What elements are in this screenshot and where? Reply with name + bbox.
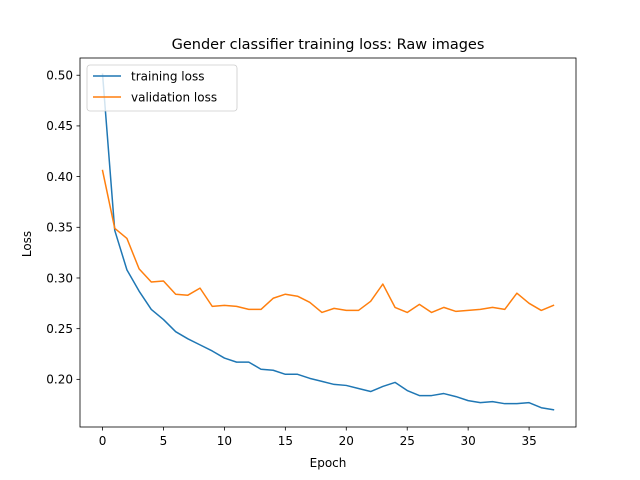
y-tick-label: 0.35 — [46, 221, 73, 235]
x-axis-label: Epoch — [310, 456, 347, 470]
y-axis-label: Loss — [20, 231, 34, 257]
x-tick-label: 5 — [160, 434, 168, 448]
y-tick-label: 0.20 — [46, 373, 73, 387]
x-tick-label: 0 — [99, 434, 107, 448]
axes-frame — [79, 57, 577, 428]
x-tick-label: 25 — [400, 434, 415, 448]
chart-title: Gender classifier training loss: Raw ima… — [172, 37, 485, 53]
x-tick-label: 10 — [217, 434, 232, 448]
series-line-training-loss — [101, 73, 555, 411]
y-tick-label: 0.50 — [46, 69, 73, 83]
legend-label: training loss — [131, 69, 204, 83]
x-tick-label: 30 — [461, 434, 476, 448]
x-tick-label: 15 — [278, 434, 293, 448]
y-tick-label: 0.30 — [46, 271, 73, 285]
y-tick-label: 0.25 — [46, 322, 73, 336]
y-tick-label: 0.45 — [46, 119, 73, 133]
x-tick-label: 35 — [521, 434, 536, 448]
series-line-validation-loss — [101, 169, 555, 314]
legend: training loss validation loss — [86, 64, 238, 112]
plot-area: 0 5 10 15 20 25 30 35 0.20 0.25 0.30 0.35 0.40 0.45 0.… — [46, 57, 577, 448]
legend-label: validation loss — [131, 90, 217, 104]
x-tick-label: 20 — [339, 434, 354, 448]
y-tick-label: 0.40 — [46, 170, 73, 184]
legend-box — [86, 64, 238, 112]
